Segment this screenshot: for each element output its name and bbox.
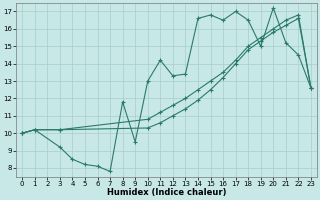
X-axis label: Humidex (Indice chaleur): Humidex (Indice chaleur) — [107, 188, 226, 197]
